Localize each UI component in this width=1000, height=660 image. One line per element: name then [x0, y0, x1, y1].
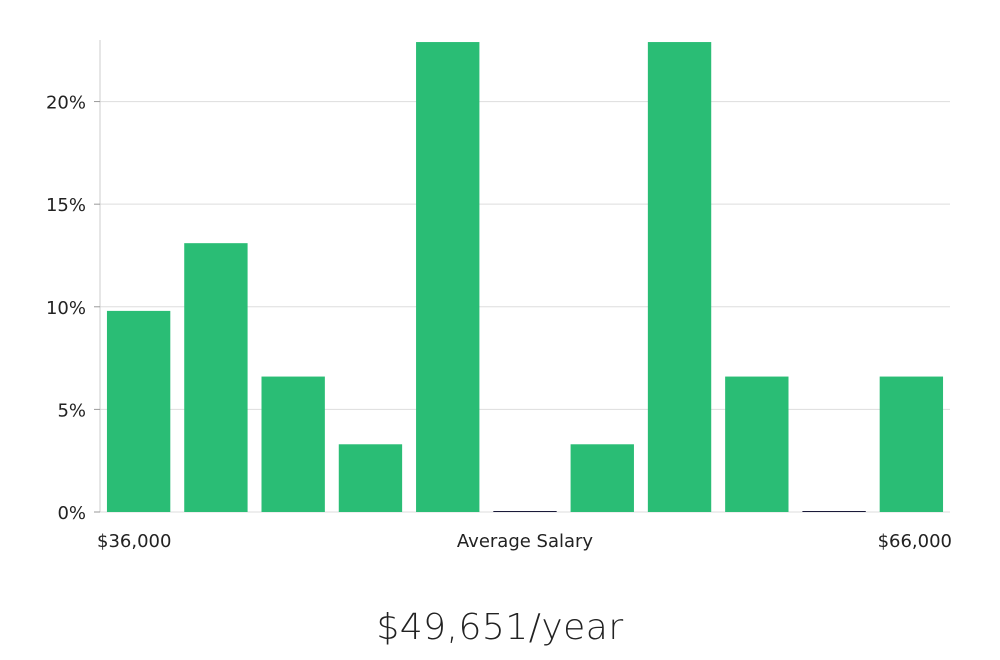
bar	[802, 511, 866, 512]
bar	[725, 376, 789, 512]
y-axis-ticks: 0% 5% 10% 15% 20%	[46, 93, 100, 524]
bar	[184, 243, 248, 513]
bar	[647, 42, 712, 513]
bar	[261, 376, 325, 512]
x-axis-max-label: $66,000	[878, 531, 952, 552]
x-axis-label: Average Salary	[457, 531, 594, 552]
bar	[493, 511, 557, 512]
salary-distribution-chart: 0% 5% 10% 15% 20% $36,000 Average Salary $66…	[46, 40, 952, 552]
bar	[338, 444, 403, 512]
y-tick-label: 10%	[46, 298, 86, 319]
x-axis-min-label: $36,000	[97, 531, 171, 552]
y-tick-label: 15%	[46, 195, 86, 216]
bar	[416, 42, 480, 513]
y-tick-label: 5%	[57, 400, 86, 421]
y-tick-label: 0%	[57, 503, 86, 524]
y-tick-label: 20%	[46, 93, 86, 114]
bars	[106, 42, 944, 513]
bar	[879, 376, 944, 512]
bar	[106, 310, 171, 512]
bar	[570, 444, 634, 512]
average-salary-headline: $49,651/year	[376, 607, 624, 648]
